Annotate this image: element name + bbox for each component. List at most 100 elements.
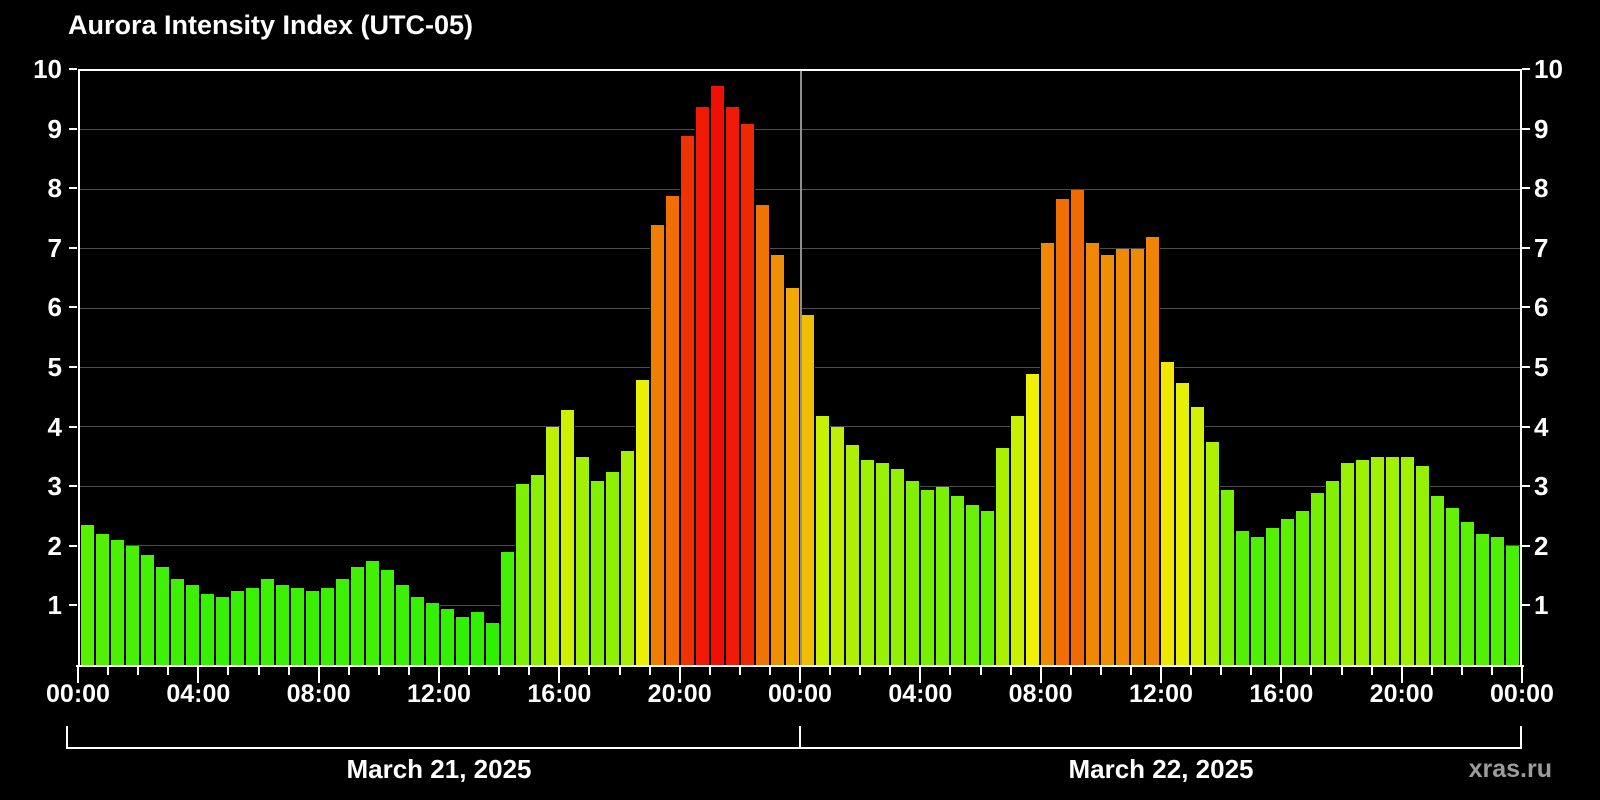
bar (1475, 534, 1490, 665)
bar (740, 124, 755, 665)
bar (1325, 480, 1340, 665)
bar (800, 314, 815, 665)
bar (1400, 457, 1415, 665)
y-axis-label: 3 (1534, 471, 1549, 502)
bar (1160, 362, 1175, 665)
bar (1130, 249, 1145, 665)
bar (290, 587, 305, 665)
x-axis-label: 12:00 (1129, 680, 1193, 708)
x-axis-label: 00:00 (1490, 680, 1554, 708)
bar (770, 255, 785, 665)
day-divider-line (800, 71, 802, 665)
bar (380, 569, 395, 665)
bar (1340, 463, 1355, 665)
bar (605, 471, 620, 665)
x-axis-minor-tick (889, 667, 892, 675)
date-bracket-line (66, 747, 1522, 749)
bar (1385, 457, 1400, 665)
bar (455, 617, 470, 665)
bar (410, 596, 425, 665)
bar (1040, 243, 1055, 665)
bar (995, 448, 1010, 665)
bar (725, 106, 740, 665)
bar (1490, 537, 1505, 665)
bar (155, 567, 170, 665)
bar (575, 457, 590, 665)
y-axis-tick (1522, 604, 1530, 607)
bar (1250, 537, 1265, 665)
y-axis-tick (69, 604, 77, 607)
bar (755, 204, 770, 665)
bar (395, 584, 410, 665)
bar (1190, 406, 1205, 665)
y-axis-tick (69, 425, 77, 428)
x-axis-minor-tick (1370, 667, 1373, 675)
y-axis-tick (1522, 425, 1530, 428)
y-axis-label: 1 (47, 590, 62, 621)
x-axis-minor-tick (137, 667, 140, 675)
bar (1175, 382, 1190, 665)
x-axis-minor-tick (257, 667, 260, 675)
chart-title: Aurora Intensity Index (UTC-05) (68, 10, 474, 40)
x-axis-minor-tick (1009, 667, 1012, 675)
bar (470, 611, 485, 665)
bar (485, 623, 500, 665)
x-axis-label: 00:00 (46, 680, 110, 708)
day1-label: March 21, 2025 (346, 754, 532, 784)
bar (320, 587, 335, 665)
bar (1025, 373, 1040, 665)
bar (515, 483, 530, 665)
bar (875, 463, 890, 665)
bar (845, 445, 860, 665)
x-axis-label: 16:00 (527, 680, 592, 708)
bar (1415, 466, 1430, 665)
bar (275, 584, 290, 665)
bar (1055, 198, 1070, 665)
bar (260, 578, 275, 665)
y-axis-tick (69, 187, 77, 190)
x-axis-minor-tick (227, 667, 230, 675)
y-axis-tick (1522, 306, 1530, 309)
bar (1010, 415, 1025, 665)
x-axis-minor-tick (1069, 667, 1072, 675)
bar (440, 608, 455, 665)
x-axis-minor-tick (588, 667, 591, 675)
y-axis-label: 6 (47, 292, 62, 323)
y-axis-label: 10 (1534, 54, 1563, 84)
bar (140, 555, 155, 665)
bar (1295, 510, 1310, 665)
bar (425, 602, 440, 665)
y-axis-label: 10 (33, 54, 62, 84)
y-axis-label: 8 (47, 173, 62, 204)
x-axis-label: 08:00 (286, 680, 351, 708)
bar (1355, 460, 1370, 665)
x-axis-major-tick (799, 667, 801, 683)
x-axis-minor-tick (618, 667, 621, 675)
y-axis-label: 7 (1534, 232, 1549, 263)
y-axis-label: 8 (1534, 173, 1549, 204)
bar (665, 195, 680, 665)
x-axis-major-tick (1280, 667, 1283, 683)
y-axis-tick (69, 127, 77, 130)
y-axis-label: 9 (1534, 113, 1549, 144)
x-axis-major-tick (1400, 667, 1403, 683)
y-axis-tick (1522, 485, 1530, 488)
y-axis-label: 7 (47, 232, 62, 263)
bar (950, 495, 965, 665)
y-axis-label: 3 (47, 471, 62, 502)
x-axis-label: 20:00 (1369, 680, 1434, 708)
bar (1280, 519, 1295, 665)
x-axis-major-tick (558, 667, 561, 683)
x-axis-minor-tick (1490, 667, 1493, 675)
x-axis-minor-tick (859, 667, 862, 675)
bar (245, 587, 260, 665)
bar (1505, 546, 1520, 665)
watermark: xras.ru (1468, 755, 1552, 783)
x-axis-label: 08:00 (1008, 680, 1073, 708)
bar (110, 540, 125, 665)
bar (530, 474, 545, 665)
bar (1235, 531, 1250, 665)
x-axis-minor-tick (1430, 667, 1433, 675)
bar (335, 578, 350, 665)
